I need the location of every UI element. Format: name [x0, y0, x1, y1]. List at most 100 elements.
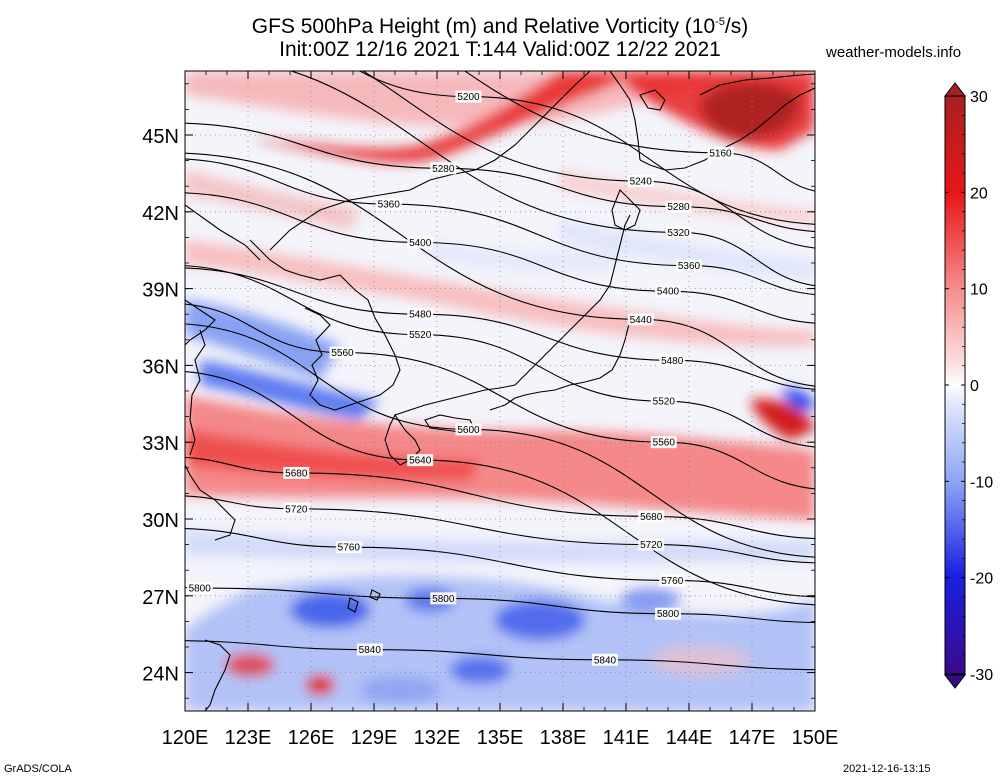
lon-tick-label: 150E [792, 727, 839, 749]
svg-text:5720: 5720 [285, 504, 308, 515]
svg-text:5760: 5760 [661, 576, 684, 587]
svg-text:5360: 5360 [378, 200, 401, 211]
svg-text:5560: 5560 [653, 438, 676, 449]
svg-text:5800: 5800 [189, 584, 212, 595]
lat-tick-label: 33N [142, 433, 179, 455]
height-contour-5320 [289, 71, 815, 287]
contour-label: 5360 [676, 259, 702, 272]
chart-title-line1: GFS 500hPa Height (m) and Relative Vorti… [251, 15, 749, 38]
svg-text:5760: 5760 [338, 543, 361, 554]
svg-text:5800: 5800 [657, 609, 680, 620]
contour-label: 5720 [638, 538, 665, 551]
svg-text:5240: 5240 [630, 177, 653, 188]
svg-text:5640: 5640 [409, 456, 432, 467]
height-contour-5840 [185, 640, 815, 671]
contour-label: 5840 [592, 653, 618, 666]
lat-tick-label: 30N [142, 510, 179, 532]
contour-label: 5800 [186, 582, 213, 595]
contour-label: 5520 [407, 328, 434, 341]
svg-text:5560: 5560 [331, 348, 354, 359]
svg-text:5800: 5800 [432, 594, 455, 605]
contour-label: 5440 [627, 313, 654, 326]
colorbar-bottom-arrow [943, 674, 967, 689]
lat-tick-label: 45N [142, 126, 179, 148]
svg-text:5480: 5480 [409, 310, 432, 321]
contour-label: 5680 [638, 510, 665, 523]
coastlines [185, 71, 815, 711]
colorbar-top-arrow [943, 82, 967, 97]
height-contour-5680 [185, 456, 815, 540]
lat-tick-label: 24N [142, 664, 179, 686]
contour-label: 5800 [655, 607, 681, 620]
svg-text:5520: 5520 [409, 330, 432, 341]
svg-text:5320: 5320 [667, 228, 690, 239]
height-contour-5280 [185, 122, 815, 233]
site-credit: weather-models.info [826, 44, 962, 61]
contour-label: 5760 [335, 541, 362, 554]
colorbar-tick-label: 10 [970, 282, 988, 299]
lat-tick-label: 39N [142, 280, 179, 302]
contour-label: 5600 [455, 423, 482, 436]
height-contour-5360 [185, 158, 815, 295]
colorbar-tick-label: -30 [970, 667, 993, 684]
contour-label: 5760 [659, 574, 686, 587]
lon-tick-label: 132E [414, 727, 461, 749]
lon-tick-label: 147E [729, 727, 776, 749]
contour-label: 5280 [430, 162, 457, 175]
footer-right: 2021-12-16-13:15 [843, 763, 931, 775]
colorbar-tick-label: 20 [970, 185, 988, 202]
lon-tick-label: 135E [477, 727, 524, 749]
contour-label: 5560 [329, 346, 356, 359]
height-contour-5160 [463, 71, 815, 192]
contour-labels: 5160 5200 5240 5280 5280 5320 5360 5360 5400 5400… [186, 90, 734, 666]
height-contour-5640 [185, 371, 815, 606]
lon-tick-label: 120E [162, 727, 209, 749]
contour-label: 5840 [356, 643, 383, 656]
height-contour-5760 [185, 528, 815, 598]
contour-label: 5680 [283, 466, 310, 479]
chart-title-line2: Init:00Z 12/16 2021 T:144 Valid:00Z 12/2… [279, 38, 721, 61]
svg-text:5200: 5200 [457, 92, 480, 103]
contour-label: 5480 [659, 354, 686, 367]
colorbar: 30 20 10 0 -10 -20 -30 [943, 82, 993, 689]
svg-text:5680: 5680 [285, 468, 308, 479]
lon-tick-label: 129E [351, 727, 398, 749]
contour-label: 5560 [650, 436, 677, 449]
footer-left: GrADS/COLA [4, 763, 72, 775]
height-contour-5720 [185, 495, 815, 564]
lon-tick-label: 138E [540, 727, 587, 749]
height-contour-5400 [185, 192, 815, 324]
svg-text:5600: 5600 [457, 425, 480, 436]
plot-area: 5160 5200 5240 5280 5280 5320 5360 5360 5400 5400… [185, 71, 815, 711]
contour-label: 5200 [455, 90, 482, 103]
lon-tick-label: 144E [666, 727, 713, 749]
colorbar-ticks: 30 20 10 0 -10 -20 -30 [945, 89, 993, 684]
svg-text:5680: 5680 [640, 512, 663, 523]
svg-text:5400: 5400 [409, 238, 432, 249]
height-contour-5440 [185, 152, 815, 387]
contour-label: 5400 [655, 285, 681, 298]
svg-text:5360: 5360 [678, 261, 701, 272]
lon-tick-label: 141E [603, 727, 650, 749]
contour-label: 5320 [665, 226, 692, 239]
svg-text:5720: 5720 [640, 540, 663, 551]
colorbar-tick-label: 30 [970, 89, 988, 106]
colorbar-tick-label: 0 [970, 378, 979, 395]
lat-tick-label: 36N [142, 356, 179, 378]
contour-label: 5360 [375, 198, 402, 211]
svg-text:5840: 5840 [594, 655, 617, 666]
contour-label: 5240 [627, 175, 654, 188]
contour-label: 5280 [665, 200, 692, 213]
contour-label: 5160 [707, 146, 734, 159]
contour-label: 5640 [407, 454, 434, 467]
gridlines [185, 71, 815, 711]
colorbar-tick-label: -10 [970, 474, 993, 491]
svg-text:5400: 5400 [657, 287, 680, 298]
svg-text:5480: 5480 [661, 356, 684, 367]
height-contour-5240 [362, 71, 815, 249]
lat-tick-label: 42N [142, 203, 179, 225]
svg-text:5440: 5440 [630, 315, 653, 326]
contour-label: 5720 [283, 502, 310, 515]
lon-tick-label: 126E [288, 727, 335, 749]
